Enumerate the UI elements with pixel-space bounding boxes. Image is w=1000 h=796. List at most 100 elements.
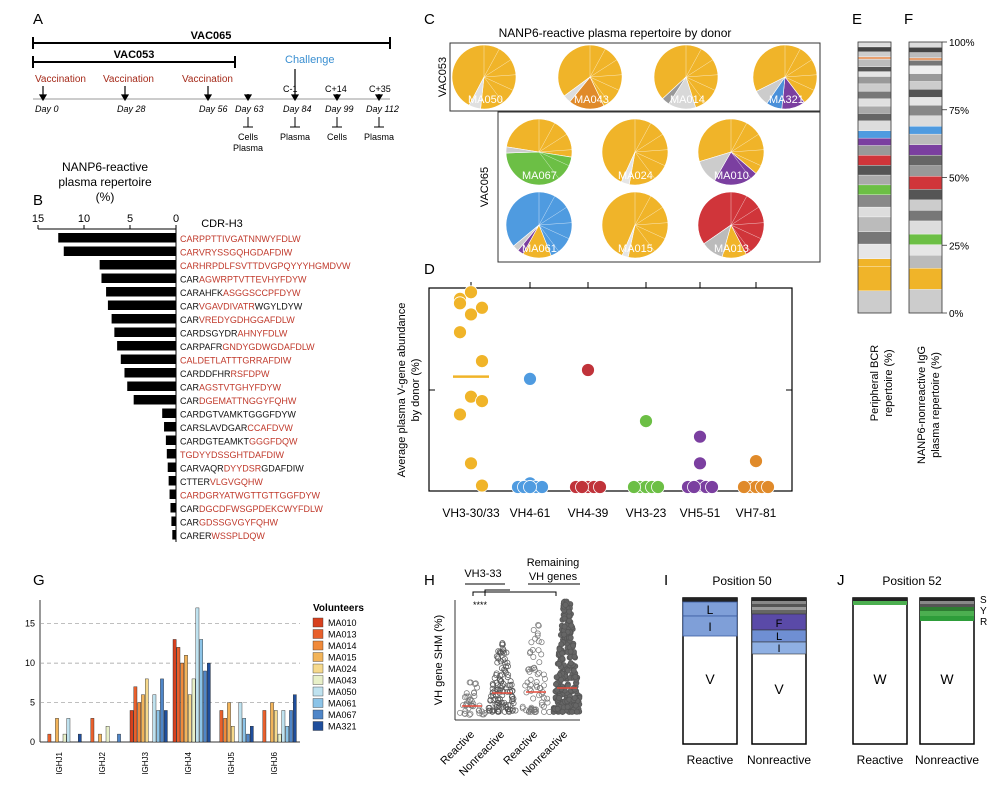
pie-slice [468,76,485,110]
panel-d-ylabel-2: by donor (%) [410,359,422,422]
pie-slice [563,76,591,103]
b-cdr-label: CARVRYSSGQHGDAFDIW [180,248,293,258]
d-gene-vh4-61: VH4-61 [510,371,551,520]
pie-ma067: MA067 [505,118,573,186]
g-legend-swatch [312,652,324,662]
g-bar [141,694,145,743]
g-xtick-label: IGHJ4 [184,751,193,774]
g-bar [281,710,286,743]
pie-label: MA321 [769,94,804,106]
stack-segment [908,144,943,156]
b-bar [63,246,177,256]
g-legend-label: MA067 [328,710,357,720]
g-bar [55,718,59,743]
b-cdr-label: CARDGCDFWSGPDEKCWYFDLW [180,504,323,514]
d-point [475,478,489,493]
g-bar [285,726,290,743]
panel-i-chart: Position 50 L I V F L I V Reactive Nonre… [682,574,811,767]
stack-segment [857,174,892,186]
stack-segment [857,41,892,48]
g-bar [274,710,278,743]
b-axis-tick-label: 15 [32,213,44,225]
g-legend-label: MA043 [328,676,357,686]
stack-segment [857,56,892,60]
g-bar [246,733,250,743]
b-bar [162,408,176,418]
stack-segment [857,71,892,77]
g-bar [176,647,181,743]
b-cdr-label: TGDYYDSSGHTDAFDIW [180,450,285,460]
pie-slice [714,151,757,186]
g-legend-swatch [312,629,324,639]
panel-d-ylabel-1: Average plasma V-gene abundance [396,303,408,478]
panel-e-label-2: repertoire (%) [883,349,895,416]
panel-h-group-vh333: VH3-33 [464,568,501,580]
d-point [627,480,641,494]
b-axis-tick-label: 5 [127,213,133,225]
g-bar [238,702,243,743]
b-bar [169,489,176,499]
stack-segment [857,83,892,92]
panel-j-title: Position 52 [882,574,942,588]
f-tick-label: 0% [949,309,964,320]
panel-label-f: F [904,11,913,28]
stack-segment [857,290,892,314]
b-cdr-label: CARAGSTVTGHYFDYW [180,383,282,393]
panel-c-title: NANP6-reactive plasma repertoire by dono… [499,26,732,40]
b-cdr-label: CARVGAVDIVATRWGYLDYW [180,302,303,312]
stack-segment [908,244,943,256]
panel-b-chart: NANP6-reactive plasma repertoire (%) CDR… [32,160,351,542]
g-legend-swatch [312,663,324,674]
pie-ma015: MA015 [601,191,669,259]
b-bar [106,287,176,297]
pie-label: MA067 [522,170,557,182]
g-bar [117,733,121,743]
stack-segment [908,268,943,290]
b-axis-tick-label: 10 [78,213,90,225]
b-cdr-label: CARDDFHRRSFDPW [180,369,270,379]
group-label-vac065: VAC065 [479,167,491,207]
b-cdr-label: CARDGRYATWGTTGTTGGFDYW [180,491,320,501]
d-point [749,454,763,469]
b-bar [107,300,176,310]
b-cdr-label: CARHRPDLFSVTTDVGPQYYYHGMDVW [180,261,351,271]
panel-j-xlabel-1: Nonreactive [915,753,979,767]
g-legend-label: MA050 [328,687,357,697]
d-point [464,285,478,300]
b-bar [170,503,176,513]
g-bar [187,694,192,743]
panel-a-timeline: VAC065 VAC053 Vaccination Vaccination Va… [32,30,399,153]
stack-segment [908,254,943,269]
panel-b-title-2: plasma repertoire [58,175,152,189]
g-bar [219,710,224,743]
study-vac065: VAC065 [191,30,232,42]
g-bar [223,718,228,743]
d-gene-label: VH4-61 [510,506,551,520]
g-legend-swatch [312,675,324,685]
pie-ma050: MA050 [451,44,517,110]
b-cdr-label: CARVREDYGDHGGAFDLW [180,315,295,325]
panel-j-reactive-res: W [873,671,887,687]
vaccination-label-0: Vaccination [35,74,86,85]
pie-label: MA061 [522,243,557,255]
stack-segment [908,89,943,98]
stack-segment [908,233,943,245]
g-legend-label: MA014 [328,641,357,651]
group-label-vac053: VAC053 [437,57,449,97]
b-bar [111,314,176,324]
g-legend-label: MA024 [328,664,357,674]
b-bar [165,435,176,445]
panel-e-label-1: Peripheral BCR [869,345,881,421]
f-tick-label: 75% [949,106,969,117]
stack-segment [857,91,892,99]
g-bar [191,678,196,743]
b-cdr-label: CARDSGYDRAHNYFDLW [180,329,288,339]
day-label-2: Day 56 [199,104,228,114]
c-label-0: C-1 [283,84,298,94]
stack-segment [908,60,943,66]
stack-segment [857,145,892,156]
b-cdr-label: CARERWSSPLDQW [180,531,265,541]
panel-j-xlabel-0: Reactive [857,753,904,767]
d-point [523,480,537,494]
pie-ma014: MA014 [653,44,719,110]
